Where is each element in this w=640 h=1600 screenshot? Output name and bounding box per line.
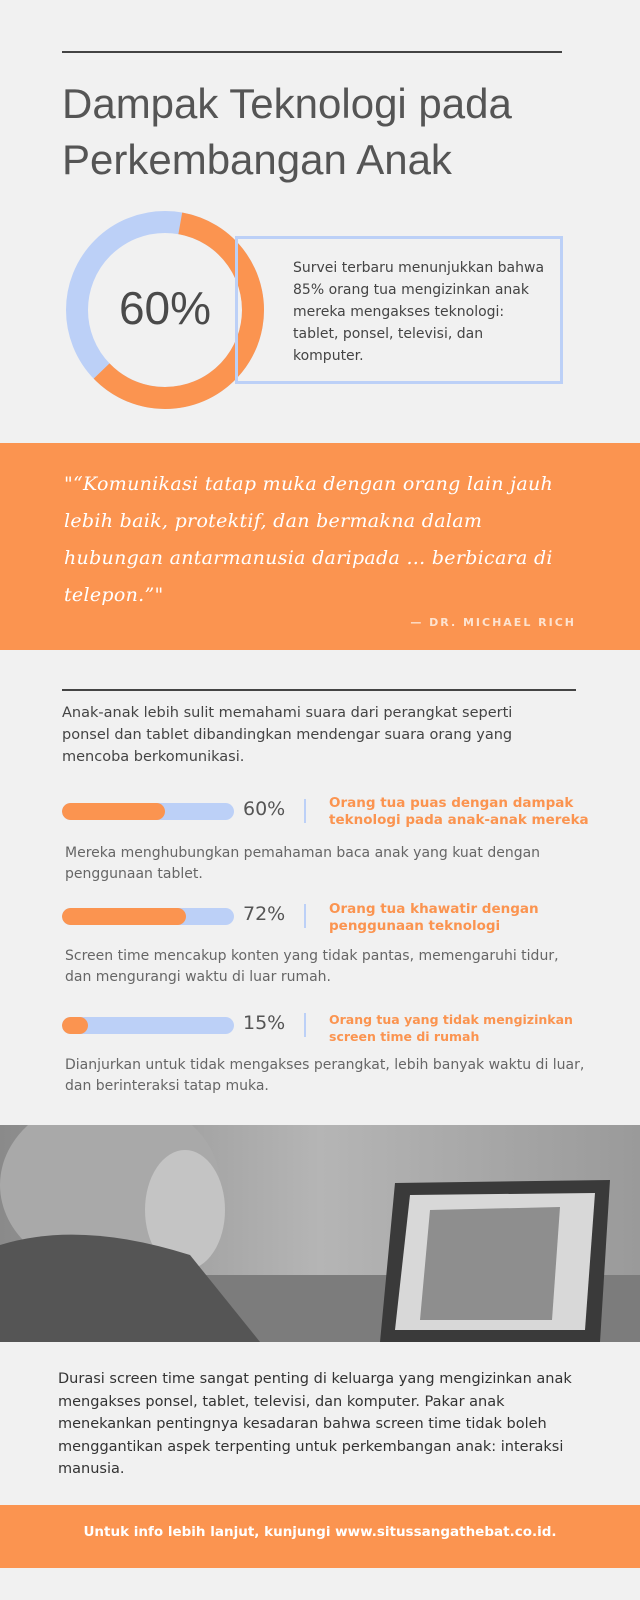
bar-label: 15% xyxy=(243,1012,286,1034)
footer-text: Untuk info lebih lanjut, kunjungi www.si… xyxy=(83,1524,557,1540)
photo xyxy=(0,1125,640,1342)
bar-label: 60% xyxy=(243,798,286,820)
bar-fill xyxy=(62,803,166,820)
bar-fill xyxy=(62,908,186,925)
title: Dampak Teknologi pada Perkembangan Anak xyxy=(62,80,512,183)
bar-track xyxy=(62,803,234,820)
closing-text: Durasi screen time sangat penting di kel… xyxy=(58,1371,572,1477)
bar-description: Mereka menghubungkan pemahaman baca anak… xyxy=(65,845,541,882)
bar-description: Screen time mencakup konten yang tidak p… xyxy=(65,948,559,985)
divider xyxy=(62,689,576,691)
quote: "“Komunikasi tatap muka dengan orang lai… xyxy=(64,473,554,606)
footer xyxy=(0,1505,640,1568)
divider xyxy=(62,51,562,53)
bar-label: 72% xyxy=(243,903,286,925)
bar-fill xyxy=(62,1017,88,1034)
bar-caption: Orang tua puas dengan dampak teknologi p… xyxy=(329,795,589,828)
stat-box xyxy=(235,236,563,384)
stat-text: Survei terbaru menunjukkan bahwa 85% ora… xyxy=(293,260,545,364)
bar-caption: Orang tua khawatir dengan penggunaan tek… xyxy=(329,901,539,934)
bar-track xyxy=(62,908,234,925)
quote-band xyxy=(0,443,640,650)
bar-description: Dianjurkan untuk tidak mengakses perangk… xyxy=(65,1057,585,1094)
separator xyxy=(304,1013,306,1037)
separator xyxy=(304,904,306,928)
intro: Anak-anak lebih sulit memahami suara dar… xyxy=(62,705,513,765)
bar-track xyxy=(62,1017,234,1034)
separator xyxy=(304,799,306,823)
donut: 60% xyxy=(66,211,264,409)
donut-label: 60% xyxy=(119,282,211,334)
bar-caption: Orang tua yang tidak mengizinkan screen … xyxy=(329,1012,573,1044)
quote-author: — DR. MICHAEL RICH xyxy=(410,616,576,629)
